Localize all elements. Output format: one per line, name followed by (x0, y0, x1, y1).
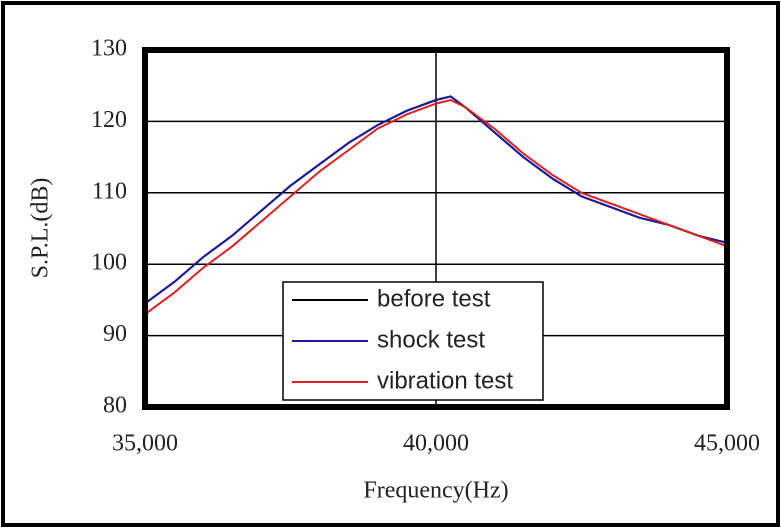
lines (144, 95, 728, 316)
y-axis-label: S.P.L.(dB) (28, 178, 54, 279)
legend-label: shock test (377, 326, 485, 353)
y-tick-label: 120 (91, 107, 127, 133)
legend-items: before test shock test vibration test (292, 285, 513, 394)
y-tick-label: 110 (92, 178, 127, 204)
x-axis-label: Frequency(Hz) (363, 478, 508, 504)
series-line (144, 95, 728, 305)
y-tick-label: 90 (103, 321, 127, 347)
plot-border (142, 47, 730, 410)
y-tick-label: 100 (91, 250, 127, 276)
legend-label: vibration test (377, 367, 513, 394)
y-tick-label: 80 (103, 393, 127, 419)
x-tick-label: 40,000 (403, 431, 469, 457)
x-tick-label: 35,000 (112, 431, 178, 457)
x-tick-label: 45,000 (694, 431, 760, 457)
series-line (144, 98, 728, 316)
y-tick-label: 130 (91, 36, 127, 62)
legend-label: before test (377, 285, 491, 312)
